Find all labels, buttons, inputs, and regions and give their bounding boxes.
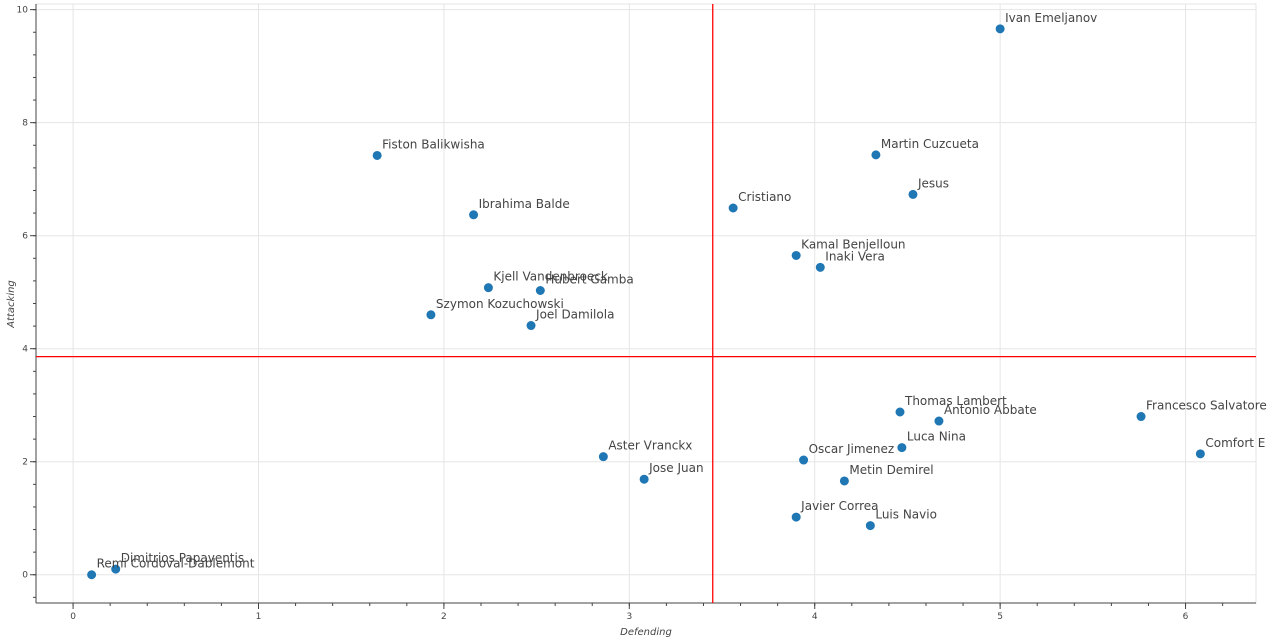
- y-tick-label: 10: [17, 6, 29, 16]
- y-axis-label: Attacking: [6, 280, 17, 329]
- data-point-group: Cristiano: [728, 190, 791, 213]
- data-point: [871, 150, 881, 160]
- y-tick-label: 2: [22, 458, 28, 468]
- data-point: [639, 474, 649, 484]
- data-point-label: Inaki Vera: [825, 249, 885, 263]
- data-point-label: Joel Damilola: [535, 308, 614, 322]
- data-point-group: Javier Correa: [791, 499, 878, 522]
- data-point: [865, 521, 875, 531]
- data-point: [839, 476, 849, 486]
- x-tick-label: 2: [441, 612, 447, 622]
- data-point-label: Jose Juan: [648, 461, 703, 475]
- data-point: [908, 189, 918, 199]
- data-point: [87, 570, 97, 580]
- data-point-label: Antonio Abbate: [944, 403, 1037, 417]
- data-point: [598, 452, 608, 462]
- data-point-label: Luis Navio: [875, 508, 937, 522]
- data-point: [426, 310, 436, 320]
- data-point-group: Oscar Jimenez: [799, 442, 895, 465]
- y-tick-label: 0: [22, 571, 28, 581]
- y-tick-label: 4: [22, 345, 28, 355]
- data-point-label: Comfort E: [1205, 436, 1265, 450]
- y-gridlines: [36, 9, 1256, 576]
- data-point: [791, 512, 801, 522]
- data-point: [791, 250, 801, 260]
- data-point-label: Martin Cuzcueta: [881, 137, 979, 151]
- data-point-group: Antonio Abbate: [934, 403, 1037, 426]
- data-point-label: Fiston Balikwisha: [382, 137, 485, 151]
- x-tick-label: 6: [1183, 612, 1189, 622]
- data-point-group: Joel Damilola: [526, 308, 614, 331]
- data-point-group: Jose Juan: [639, 461, 704, 484]
- x-tick-label: 0: [70, 612, 76, 622]
- data-point: [372, 150, 382, 160]
- data-point-label: Dimitrios Papaventis: [121, 551, 244, 565]
- data-point-label: Hubert Gamba: [545, 273, 633, 287]
- data-point-group: Jesus: [908, 176, 949, 199]
- data-point: [483, 283, 493, 293]
- data-point-label: Javier Correa: [800, 499, 878, 513]
- data-point-label: Ibrahima Balde: [479, 197, 570, 211]
- data-point-label: Kjell Vandenbroeck: [493, 270, 608, 284]
- data-point: [815, 262, 825, 272]
- plot-background: [35, 3, 1257, 604]
- data-point: [526, 321, 536, 331]
- data-point-label: Aster Vranckx: [608, 439, 692, 453]
- x-tick-label: 5: [997, 612, 1003, 622]
- data-point-label: Ivan Emeljanov: [1005, 11, 1097, 25]
- data-point: [934, 416, 944, 426]
- data-point-group: Szymon Kozuchowski: [426, 297, 564, 320]
- data-point-group: Kamal Benjelloun: [791, 237, 906, 260]
- data-point: [799, 455, 809, 465]
- data-point-group: Aster Vranckx: [598, 439, 692, 462]
- data-point-group: Francesco Salvatore: [1136, 399, 1267, 422]
- data-point: [111, 564, 121, 574]
- data-point-group: Inaki Vera: [815, 249, 885, 272]
- data-point-group: Dimitrios Papaventis: [111, 551, 244, 574]
- y-axis-ticks: 0 2 4 6 8 10: [17, 6, 36, 598]
- data-point-label: Cristiano: [738, 190, 791, 204]
- data-point-group: Thomas Lambert: [895, 394, 1007, 417]
- data-point-group: Kjell Vandenbroeck: [483, 270, 608, 293]
- y-tick-label: 8: [22, 119, 28, 129]
- data-point: [535, 286, 545, 296]
- data-point-group: Metin Demirel: [839, 463, 934, 486]
- data-point-label: Francesco Salvatore: [1146, 399, 1267, 413]
- data-point-group: Martin Cuzcueta: [871, 137, 979, 160]
- data-point: [995, 24, 1005, 34]
- x-gridlines: [72, 4, 1187, 603]
- data-point-group: Ivan Emeljanov: [995, 11, 1097, 34]
- data-point-label: Metin Demirel: [849, 463, 933, 477]
- data-point-label: Oscar Jimenez: [809, 442, 895, 456]
- data-point-label: Thomas Lambert: [904, 394, 1007, 408]
- y-tick-label: 6: [22, 232, 28, 242]
- data-point: [895, 407, 905, 417]
- data-point-label: Kamal Benjelloun: [801, 237, 905, 251]
- x-axis-label: Defending: [620, 627, 672, 638]
- data-point-group: Ibrahima Balde: [469, 197, 570, 220]
- x-tick-label: 3: [626, 612, 632, 622]
- x-tick-label: 4: [812, 612, 818, 622]
- data-point-group: Hubert Gamba: [535, 273, 634, 296]
- x-tick-label: 1: [256, 612, 262, 622]
- data-point-group: Luis Navio: [865, 508, 937, 531]
- data-points: Ivan Emeljanov Martin Cuzcueta Fiston Bali…: [87, 11, 1267, 580]
- data-point: [469, 210, 479, 220]
- data-point: [897, 443, 907, 453]
- data-point-label: Remi Cordoval-Dablemont: [97, 557, 255, 571]
- data-point: [728, 203, 738, 213]
- data-point-group: Comfort E: [1195, 436, 1265, 459]
- data-point: [1195, 449, 1205, 459]
- data-point: [1136, 412, 1146, 422]
- data-point-group: Luca Nina: [897, 430, 966, 453]
- x-axis-ticks: 0 1 2 3 4 5 6: [70, 603, 1224, 622]
- data-point-label: Szymon Kozuchowski: [436, 297, 564, 311]
- data-point-label: Jesus: [917, 176, 949, 190]
- data-point-group: Remi Cordoval-Dablemont: [87, 557, 255, 580]
- data-point-label: Luca Nina: [907, 430, 966, 444]
- data-point-group: Fiston Balikwisha: [372, 137, 485, 160]
